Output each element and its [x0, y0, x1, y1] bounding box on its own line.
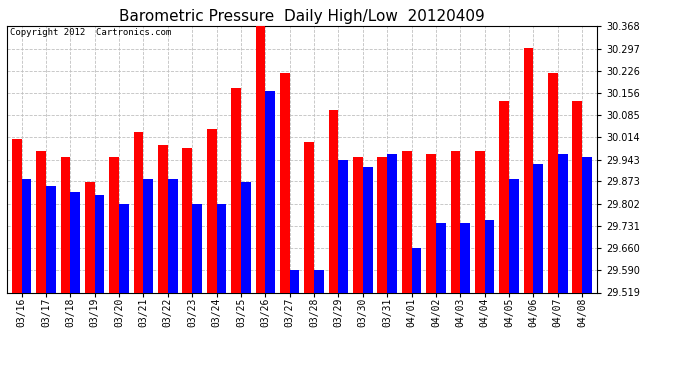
Bar	[363, 167, 373, 292]
Bar	[509, 179, 519, 292]
Bar	[134, 132, 144, 292]
Bar	[500, 101, 509, 292]
Bar	[85, 182, 95, 292]
Bar	[95, 195, 104, 292]
Bar	[402, 151, 411, 292]
Bar	[12, 138, 21, 292]
Bar	[144, 179, 153, 292]
Bar	[290, 270, 299, 292]
Bar	[241, 182, 250, 292]
Bar	[280, 73, 290, 292]
Bar	[558, 154, 568, 292]
Bar	[338, 160, 348, 292]
Title: Barometric Pressure  Daily High/Low  20120409: Barometric Pressure Daily High/Low 20120…	[119, 9, 485, 24]
Bar	[582, 158, 592, 292]
Bar	[304, 142, 314, 292]
Bar	[168, 179, 177, 292]
Bar	[109, 158, 119, 292]
Bar	[377, 158, 387, 292]
Bar	[533, 164, 543, 292]
Bar	[266, 92, 275, 292]
Bar	[207, 129, 217, 292]
Bar	[426, 154, 436, 292]
Bar	[524, 48, 533, 292]
Bar	[411, 248, 422, 292]
Bar	[484, 220, 495, 292]
Bar	[36, 151, 46, 292]
Bar	[353, 158, 363, 292]
Bar	[387, 154, 397, 292]
Bar	[70, 192, 80, 292]
Bar	[475, 151, 484, 292]
Bar	[193, 204, 202, 292]
Bar	[158, 145, 168, 292]
Bar	[231, 88, 241, 292]
Bar	[548, 73, 558, 292]
Bar	[328, 110, 338, 292]
Bar	[255, 22, 266, 292]
Bar	[573, 101, 582, 292]
Bar	[314, 270, 324, 292]
Bar	[182, 148, 193, 292]
Bar	[61, 158, 70, 292]
Bar	[436, 223, 446, 292]
Bar	[460, 223, 470, 292]
Bar	[46, 186, 56, 292]
Bar	[217, 204, 226, 292]
Bar	[21, 179, 31, 292]
Bar	[119, 204, 129, 292]
Text: Copyright 2012  Cartronics.com: Copyright 2012 Cartronics.com	[10, 28, 171, 37]
Bar	[451, 151, 460, 292]
